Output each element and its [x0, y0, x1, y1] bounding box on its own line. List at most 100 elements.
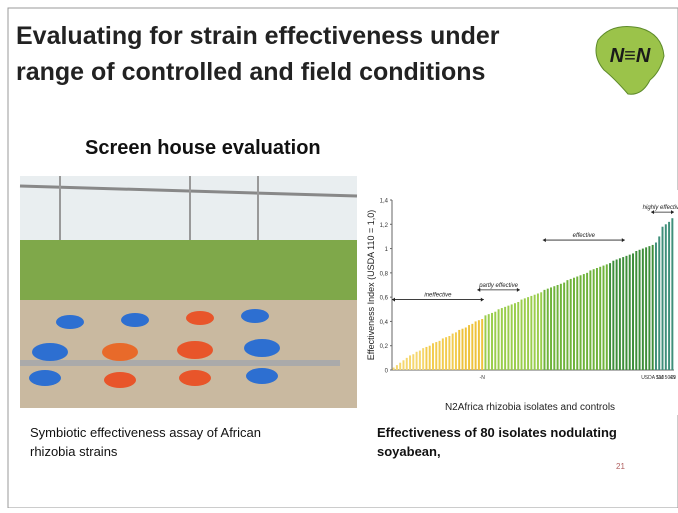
y-axis-label: Effectiveness Index (USDA 110 = 1,0): [366, 210, 376, 361]
bar: [488, 314, 490, 370]
chart-caption: soyabean,: [377, 444, 441, 459]
bar: [668, 222, 670, 370]
bar: [491, 313, 493, 370]
bar: [616, 260, 618, 371]
bar: [406, 358, 408, 370]
bar: [527, 297, 529, 370]
bar: [563, 283, 565, 370]
bar: [665, 224, 667, 370]
bar: [435, 342, 437, 370]
title: Evaluating for strain effectiveness unde…: [16, 22, 500, 50]
bar: [517, 302, 519, 370]
bar: [432, 343, 434, 370]
bar: [632, 253, 634, 370]
bar: [478, 320, 480, 370]
bar: [393, 368, 395, 370]
bar: [462, 329, 464, 370]
bar: [455, 332, 457, 370]
bar: [511, 304, 513, 370]
bar: [596, 268, 598, 370]
bar: [425, 347, 427, 370]
slide: Evaluating for strain effectiveness unde…: [0, 0, 678, 508]
bar: [409, 355, 411, 370]
bar: [655, 243, 657, 371]
bar: [671, 218, 673, 370]
x-axis-label: N2Africa rhizobia isolates and controls: [445, 402, 615, 413]
bar: [609, 263, 611, 370]
bar: [530, 296, 532, 370]
bar: [553, 286, 555, 370]
bar: [524, 298, 526, 370]
bar: [514, 303, 516, 370]
bar: [570, 279, 572, 370]
bar: [498, 309, 500, 370]
bar: [599, 267, 601, 370]
bar: [468, 325, 470, 370]
bar: [465, 328, 467, 371]
bar: [458, 330, 460, 370]
bar: [589, 270, 591, 370]
bar: [501, 308, 503, 370]
photo-plants: [20, 240, 357, 300]
photo-caption: rhizobia strains: [30, 444, 118, 459]
bar: [639, 250, 641, 370]
bar: [494, 312, 496, 370]
bar: [416, 352, 418, 370]
bar: [560, 284, 562, 370]
bar: [402, 360, 404, 370]
bar: [399, 363, 401, 370]
bar: [593, 269, 595, 370]
bar: [481, 319, 483, 370]
logo-text: N≡N: [610, 45, 651, 67]
subtitle: Screen house evaluation: [85, 137, 321, 159]
bar: [448, 336, 450, 370]
bar: [662, 227, 664, 370]
page: Evaluating for strain effectiveness unde…: [0, 0, 678, 508]
bar: [622, 257, 624, 370]
y-tick-label: 0,2: [380, 344, 389, 350]
page-number: 21: [616, 462, 625, 471]
x-tick-label: +N: [669, 375, 676, 381]
bar: [540, 292, 542, 370]
annotation: partly effective: [478, 283, 518, 289]
bar: [658, 236, 660, 370]
x-tick-label: -N: [480, 375, 486, 381]
bar: [612, 261, 614, 370]
bar: [412, 354, 414, 370]
bar: [645, 247, 647, 370]
bar: [573, 278, 575, 370]
bar: [439, 341, 441, 370]
y-tick-label: 1,4: [380, 199, 389, 205]
photo-caption: Symbiotic effectiveness assay of African: [30, 425, 261, 440]
y-tick-label: 0,6: [380, 296, 389, 302]
y-tick-label: 0,4: [380, 320, 389, 326]
bar: [471, 324, 473, 370]
bar: [484, 315, 486, 370]
bar: [629, 255, 631, 370]
bar: [557, 285, 559, 370]
bar: [642, 249, 644, 370]
bar: [521, 300, 523, 370]
bar: [543, 290, 545, 370]
bar: [445, 337, 447, 370]
chart-caption: Effectiveness of 80 isolates nodulating: [377, 425, 617, 440]
bar: [442, 338, 444, 370]
bar: [606, 264, 608, 370]
bar: [603, 266, 605, 370]
bar: [507, 306, 509, 370]
bar: [452, 334, 454, 370]
y-tick-label: 1,2: [380, 223, 389, 229]
bar: [648, 246, 650, 370]
bar: [566, 280, 568, 370]
y-tick-label: 0,8: [380, 271, 389, 277]
photo-bench: [20, 360, 340, 366]
bar: [619, 258, 621, 370]
bar: [583, 274, 585, 370]
bar: [547, 289, 549, 370]
annotation: effective: [573, 233, 596, 239]
photo: [20, 176, 357, 408]
bar: [475, 321, 477, 370]
bar: [635, 251, 637, 370]
bar: [534, 295, 536, 370]
title: range of controlled and field conditions: [16, 58, 485, 86]
